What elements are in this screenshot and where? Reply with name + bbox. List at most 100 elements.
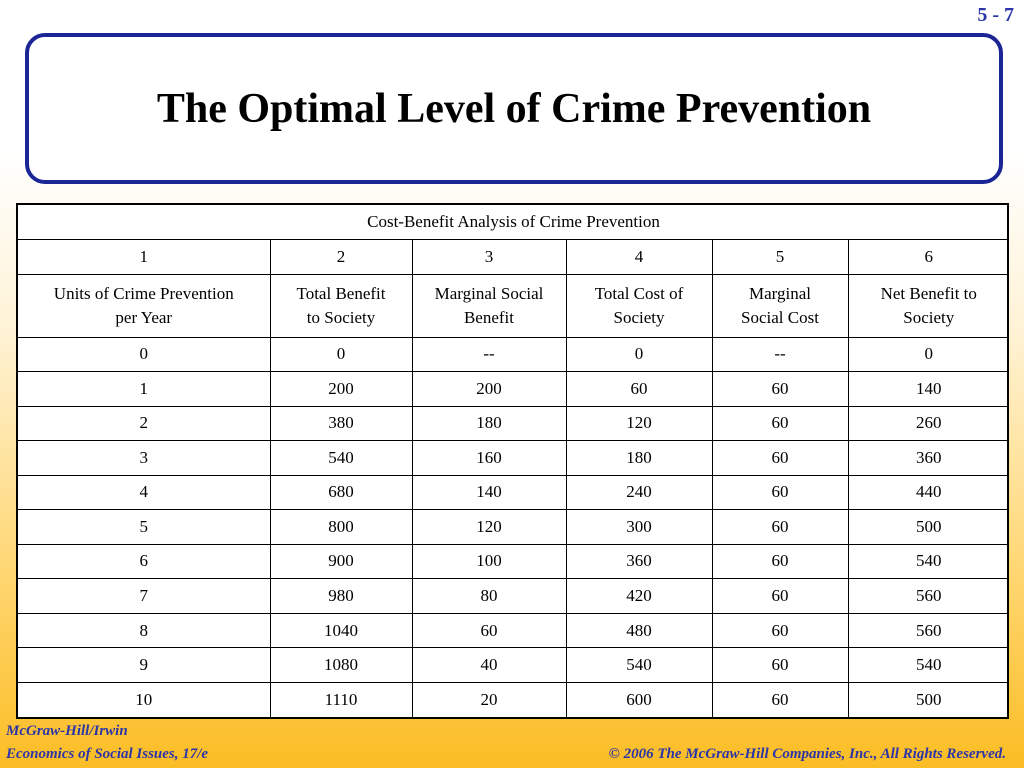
table-row: 5 800 120 300 60 500	[18, 509, 1009, 545]
table-cell: 360	[565, 543, 713, 580]
table-cell: 140	[847, 371, 1009, 407]
table-cell: 9	[18, 647, 271, 683]
header-line: to Society	[306, 307, 376, 327]
column-number-row: 1 2 3 4 5 6	[18, 239, 1009, 275]
table-cell: 200	[269, 371, 413, 407]
table-cell: 500	[847, 681, 1009, 717]
column-number: 1	[18, 239, 271, 275]
table-cell: 160	[411, 440, 567, 476]
table-row: 3 540 160 180 60 360	[18, 440, 1009, 476]
footer-publisher-block: McGraw-Hill/Irwin Economics of Social Is…	[6, 720, 208, 766]
page-title: The Optimal Level of Crime Prevention	[156, 85, 872, 132]
table-cell: 60	[711, 647, 849, 683]
column-number: 2	[269, 239, 413, 275]
column-header: Marginal Social Cost	[711, 273, 849, 338]
table-row: 7 980 80 420 60 560	[18, 578, 1009, 614]
table-cell: 60	[711, 543, 849, 580]
table-cell: 180	[565, 440, 713, 476]
table-cell: 60	[711, 681, 849, 717]
table-cell: 120	[411, 509, 567, 545]
header-line: Marginal Social	[434, 283, 544, 303]
table-cell: 0	[847, 336, 1009, 373]
table-row: 2 380 180 120 60 260	[18, 405, 1009, 442]
header-line: Marginal	[748, 283, 811, 303]
column-number: 6	[847, 239, 1009, 275]
table-row: 6 900 100 360 60 540	[18, 543, 1009, 580]
table-cell: 0	[565, 336, 713, 373]
table-cell: 60	[711, 509, 849, 545]
table-cell: 80	[411, 578, 567, 614]
table-cell: 980	[269, 578, 413, 614]
footer-publisher: McGraw-Hill/Irwin	[6, 723, 128, 739]
table-cell: 900	[269, 543, 413, 580]
header-line: Total Cost of	[594, 283, 684, 303]
table-cell: 360	[847, 440, 1009, 476]
table-cell: 1	[18, 371, 271, 407]
table-row: 0 0 -- 0 -- 0	[18, 336, 1009, 373]
column-number: 4	[565, 239, 713, 275]
table-cell: 120	[565, 405, 713, 442]
table-cell: 480	[565, 612, 713, 649]
column-number: 3	[411, 239, 567, 275]
column-header: Units of Crime Prevention per Year	[18, 273, 271, 338]
table-cell: --	[711, 336, 849, 373]
column-header: Total Cost of Society	[565, 273, 713, 338]
table-cell: 200	[411, 371, 567, 407]
column-header: Marginal Social Benefit	[411, 273, 567, 338]
table-cell: 0	[18, 336, 271, 373]
table-cell: 20	[411, 681, 567, 717]
table-cell: 0	[269, 336, 413, 373]
column-number: 5	[711, 239, 849, 275]
header-line: per Year	[115, 307, 173, 327]
table-cell: 380	[269, 405, 413, 442]
table-row: 4 680 140 240 60 440	[18, 474, 1009, 511]
header-line: Benefit	[463, 307, 515, 327]
table-cell: 300	[565, 509, 713, 545]
header-line: Net Benefit to	[880, 283, 977, 303]
table-cell: 7	[18, 578, 271, 614]
table-cell: 60	[711, 578, 849, 614]
table-cell: 440	[847, 474, 1009, 511]
table-cell: 1040	[269, 612, 413, 649]
table-caption: Cost-Benefit Analysis of Crime Preventio…	[18, 205, 1009, 241]
table-cell: 680	[269, 474, 413, 511]
table-cell: 800	[269, 509, 413, 545]
data-table-container: Cost-Benefit Analysis of Crime Preventio…	[16, 203, 1009, 719]
table-cell: --	[411, 336, 567, 373]
table-cell: 540	[847, 543, 1009, 580]
footer-copyright: © 2006 The McGraw-Hill Companies, Inc., …	[608, 746, 1006, 762]
table-cell: 540	[565, 647, 713, 683]
column-header: Total Benefit to Society	[269, 273, 413, 338]
table-cell: 1110	[269, 681, 413, 717]
header-line: Units of Crime Prevention	[53, 283, 234, 303]
slide-number: 5 - 7	[977, 4, 1014, 26]
table-cell: 5	[18, 509, 271, 545]
table-cell: 60	[565, 371, 713, 407]
table-cell: 560	[847, 578, 1009, 614]
footer-book: Economics of Social Issues, 17/e	[6, 746, 209, 762]
table-cell: 560	[847, 612, 1009, 649]
title-box: The Optimal Level of Crime Prevention	[25, 33, 1003, 184]
table-row: 1 200 200 60 60 140	[18, 371, 1009, 407]
table-row: 10 1110 20 600 60 500	[18, 681, 1009, 717]
table-cell: 1080	[269, 647, 413, 683]
table-cell: 40	[411, 647, 567, 683]
table-cell: 100	[411, 543, 567, 580]
table-row: 9 1080 40 540 60 540	[18, 647, 1009, 683]
table-row: 8 1040 60 480 60 560	[18, 612, 1009, 649]
header-line: Society	[903, 307, 955, 327]
table-cell: 540	[269, 440, 413, 476]
table-cell: 60	[711, 440, 849, 476]
header-line: Total Benefit	[296, 283, 386, 303]
table-cell: 2	[18, 405, 271, 442]
header-row: Units of Crime Prevention per Year Total …	[18, 273, 1009, 338]
table-cell: 600	[565, 681, 713, 717]
table-cell: 60	[711, 474, 849, 511]
column-header: Net Benefit to Society	[847, 273, 1009, 338]
table-cell: 4	[18, 474, 271, 511]
table-cell: 60	[711, 371, 849, 407]
table-cell: 60	[711, 612, 849, 649]
table-cell: 60	[411, 612, 567, 649]
table-cell: 10	[18, 681, 271, 717]
cost-benefit-table: Cost-Benefit Analysis of Crime Preventio…	[18, 205, 1009, 717]
